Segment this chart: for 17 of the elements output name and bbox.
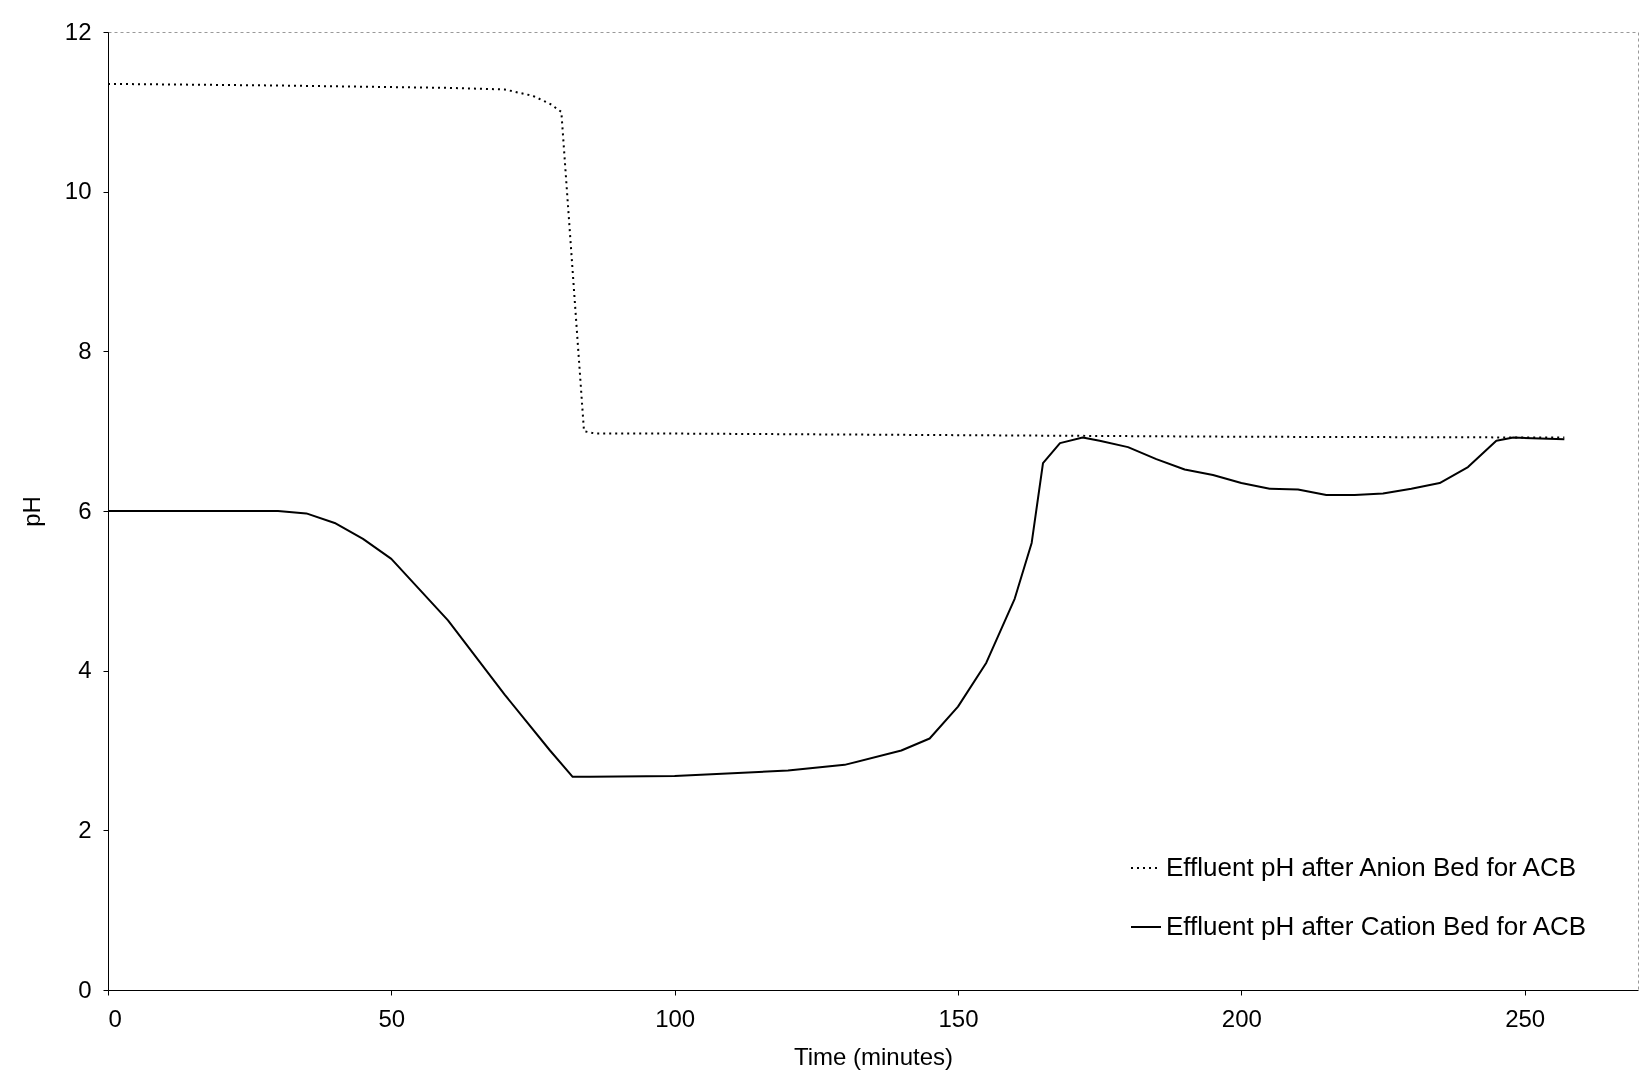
x-tick-label: 200 [1221, 1004, 1262, 1032]
x-axis-title: Time (minutes) [793, 1042, 954, 1070]
legend-label: Effluent pH after Anion Bed for ACB [1166, 852, 1576, 882]
legend-label: Effluent pH after Cation Bed for ACB [1166, 911, 1587, 941]
x-tick-label: 250 [1505, 1004, 1546, 1032]
y-tick-label: 0 [78, 975, 92, 1003]
x-tick-label: 100 [655, 1004, 696, 1032]
y-tick-label: 2 [78, 815, 92, 843]
y-tick-label: 6 [78, 496, 92, 524]
y-tick-label: 10 [64, 177, 92, 205]
x-tick-label: 150 [938, 1004, 979, 1032]
y-tick-label: 4 [78, 656, 92, 684]
x-tick-label: 0 [108, 1004, 122, 1032]
x-tick-label: 50 [378, 1004, 406, 1032]
y-axis-title: pH [17, 496, 45, 527]
y-tick-label: 12 [64, 17, 92, 45]
y-tick-label: 8 [78, 336, 92, 364]
